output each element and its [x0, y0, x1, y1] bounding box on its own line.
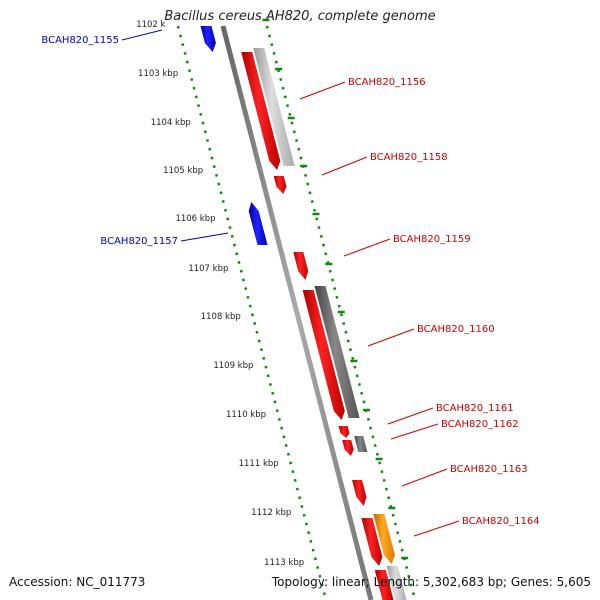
- genome-title: Bacillus cereus AH820, complete genome: [164, 9, 436, 24]
- gene-label-bcah820-1162[interactable]: BCAH820_1162: [441, 419, 519, 430]
- gene-feature-bcah820-1163[interactable]: [352, 480, 367, 506]
- genome-backbone: [220, 25, 374, 600]
- scale-tick-label: 1112 kbp: [251, 508, 291, 518]
- gene-label-bcah820-1164[interactable]: BCAH820_1164: [462, 516, 540, 527]
- gene-leader-line: [343, 238, 391, 257]
- gene-feature-bcah820-1160[interactable]: [302, 290, 345, 420]
- scale-tick-label: 1111 kbp: [239, 459, 279, 469]
- gene-label-bcah820-1163[interactable]: BCAH820_1163: [450, 464, 528, 475]
- gene-feature-bcah820-1165[interactable]: [386, 566, 407, 600]
- gene-feature-bcah820-1156[interactable]: [253, 48, 295, 166]
- scale-tick-label: 1113 kbp: [264, 558, 304, 568]
- gene-leader-line: [367, 328, 415, 347]
- scale-tick-label: 1109 kbp: [213, 361, 253, 371]
- gene-leader-line: [299, 81, 346, 100]
- gene-feature-bcah820-1164[interactable]: [373, 514, 395, 564]
- scale-tick-label: 1105 kbp: [163, 166, 203, 176]
- gene-leader-line: [401, 468, 448, 487]
- gene-feature-bcah820-1162[interactable]: [342, 440, 354, 456]
- gene-feature-bcah820-1162[interactable]: [354, 436, 368, 452]
- scale-ticks: 1102 k 1103 kbp 1104 kbp 1105 kbp 1106 kbp 11…: [136, 18, 409, 568]
- scale-tick-label: 1103 kbp: [138, 69, 178, 79]
- gene-labels: BCAH820_1155 BCAH820_1156 BCAH820_1157 BCAH…: [41, 29, 540, 537]
- gene-feature-bcah820-1158[interactable]: [273, 176, 287, 194]
- gene-leader-line: [321, 156, 368, 176]
- scale-tick-label: 1104 kbp: [151, 118, 191, 128]
- scale-tick-label: 1108 kbp: [201, 312, 241, 322]
- gene-feature-bcah820-1159[interactable]: [293, 252, 309, 280]
- gene-label-bcah820-1155[interactable]: BCAH820_1155: [41, 35, 119, 46]
- gene-label-bcah820-1161[interactable]: BCAH820_1161: [436, 403, 514, 414]
- gene-feature-bcah820-1165[interactable]: [374, 570, 394, 600]
- scale-tick-label: 1102 k: [136, 20, 165, 30]
- scale-tick-label: 1110 kbp: [226, 410, 266, 420]
- gene-feature-bcah820-1157[interactable]: [248, 202, 268, 245]
- scale-tick-label: 1107 kbp: [188, 264, 228, 274]
- gene-leader-line: [387, 407, 434, 425]
- gene-features: [200, 26, 407, 600]
- gene-feature-bcah820-1160[interactable]: [314, 286, 360, 418]
- gene-label-bcah820-1160[interactable]: BCAH820_1160: [417, 324, 495, 335]
- gene-label-bcah820-1156[interactable]: BCAH820_1156: [348, 77, 426, 88]
- gene-leader-line: [180, 232, 229, 242]
- scale-tick-label: 1106 kbp: [175, 214, 215, 224]
- gene-label-bcah820-1159[interactable]: BCAH820_1159: [393, 234, 471, 245]
- summary-text: Topology: linear; Length: 5,302,683 bp; …: [271, 575, 591, 589]
- gene-leader-line: [121, 29, 163, 41]
- accession-text: Accession: NC_011773: [9, 575, 146, 589]
- gene-feature-bcah820-1155[interactable]: [200, 26, 216, 52]
- gene-feature-bcah820-1156[interactable]: [241, 52, 281, 170]
- gene-label-bcah820-1158[interactable]: BCAH820_1158: [370, 152, 448, 163]
- gene-leader-line: [413, 520, 460, 537]
- gene-feature-bcah820-1161[interactable]: [338, 426, 350, 438]
- gene-label-bcah820-1157[interactable]: BCAH820_1157: [100, 236, 178, 247]
- gene-feature-bcah820-1164[interactable]: [361, 518, 383, 566]
- gene-leader-line: [390, 423, 439, 440]
